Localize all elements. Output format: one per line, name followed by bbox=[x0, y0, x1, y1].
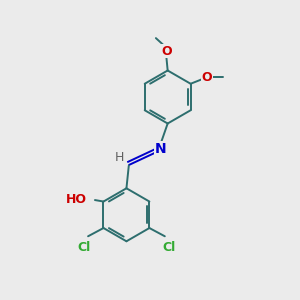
Text: H: H bbox=[115, 152, 124, 164]
Text: HO: HO bbox=[66, 193, 87, 206]
Text: N: N bbox=[154, 142, 166, 155]
Text: Cl: Cl bbox=[163, 241, 176, 254]
Text: O: O bbox=[161, 45, 172, 58]
Text: Cl: Cl bbox=[77, 241, 90, 254]
Text: O: O bbox=[202, 71, 212, 84]
